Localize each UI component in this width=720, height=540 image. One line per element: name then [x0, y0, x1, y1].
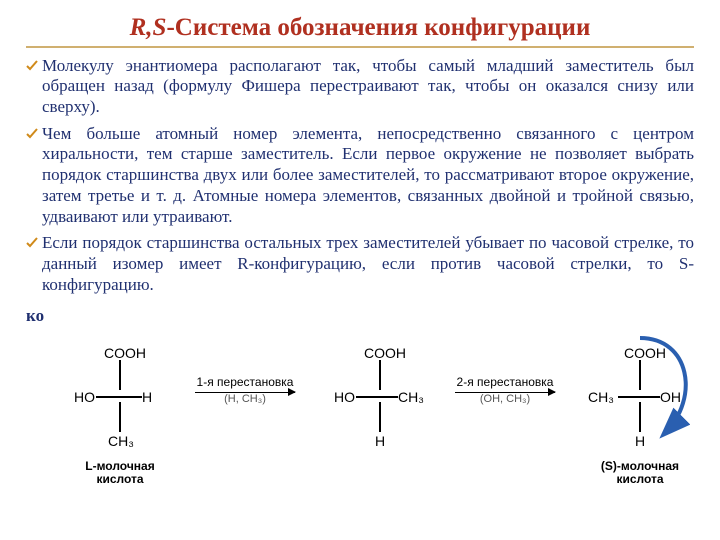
arrow-sublabel: (H, CH₃) — [185, 393, 305, 405]
arrow-label: 1-я перестановка — [185, 376, 305, 389]
bullet-item: Если порядок старшинства остальных трех … — [26, 233, 694, 295]
bond-line — [119, 360, 121, 390]
title-rs: R,S — [130, 14, 167, 41]
bond-line — [639, 402, 641, 432]
reaction-arrow: 2-я перестановка (OH, CH₃) — [445, 376, 565, 416]
group-bottom: H — [375, 434, 385, 448]
check-icon — [26, 233, 42, 249]
bullet-text: Чем больше атомный номер элемента, непос… — [42, 124, 694, 228]
reaction-arrow: 1-я перестановка (H, CH₃) — [185, 376, 305, 416]
group-right: OH — [660, 390, 681, 404]
cut-text-fragment: ко — [26, 306, 44, 326]
check-icon — [26, 56, 42, 72]
reaction-diagram: COOH HO H CH₃ L-молочная кислота 1-я пер… — [60, 346, 700, 526]
fischer-structure: COOH HO H CH₃ L-молочная кислота — [60, 346, 180, 486]
slide-title: R,S-Система обозначения конфигурации — [26, 14, 694, 48]
bond-line — [119, 402, 121, 432]
arrow-line-icon — [195, 392, 295, 393]
bond-line — [379, 360, 381, 390]
group-right: CH₃ — [398, 390, 424, 404]
title-rest: -Система обозначения конфигурации — [166, 14, 590, 41]
bond-line — [96, 396, 142, 398]
fischer-structure: COOH CH₃ OH H (S)-молочная кислота — [580, 346, 700, 486]
bond-line — [639, 360, 641, 390]
arrow-label: 2-я перестановка — [445, 376, 565, 389]
bond-line — [379, 402, 381, 432]
bullet-text: Если порядок старшинства остальных трех … — [42, 233, 694, 295]
arrow-sublabel: (OH, CH₃) — [445, 393, 565, 405]
bond-line — [356, 396, 398, 398]
bullet-text: Молекулу энантиомера располагают так, чт… — [42, 56, 694, 118]
group-right: H — [142, 390, 152, 404]
group-left: HO — [334, 390, 355, 404]
group-left: CH₃ — [588, 390, 614, 404]
group-top: COOH — [364, 346, 406, 360]
check-icon — [26, 124, 42, 140]
fischer-structure: COOH HO CH₃ H — [320, 346, 440, 486]
bond-line — [618, 396, 660, 398]
structure-caption: L-молочная кислота — [60, 460, 180, 486]
group-left: HO — [74, 390, 95, 404]
bullet-item: Молекулу энантиомера располагают так, чт… — [26, 56, 694, 118]
bullet-item: Чем больше атомный номер элемента, непос… — [26, 124, 694, 228]
group-top: COOH — [624, 346, 666, 360]
bullet-list: Молекулу энантиомера располагают так, чт… — [26, 56, 694, 296]
group-top: COOH — [104, 346, 146, 360]
group-bottom: H — [635, 434, 645, 448]
structure-caption: (S)-молочная кислота — [580, 460, 700, 486]
group-bottom: CH₃ — [108, 434, 134, 448]
arrow-line-icon — [455, 392, 555, 393]
